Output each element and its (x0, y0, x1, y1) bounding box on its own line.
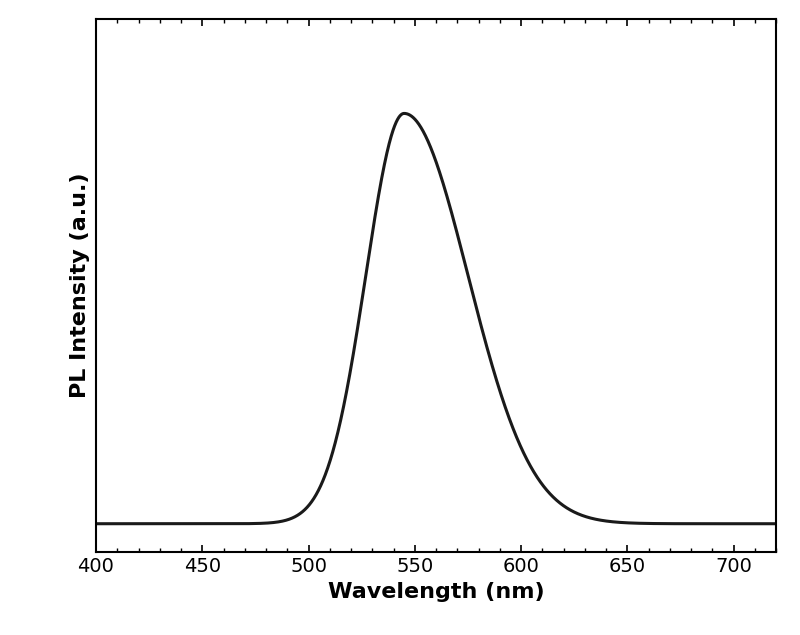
X-axis label: Wavelength (nm): Wavelength (nm) (328, 582, 544, 602)
Y-axis label: PL Intensity (a.u.): PL Intensity (a.u.) (70, 173, 90, 399)
